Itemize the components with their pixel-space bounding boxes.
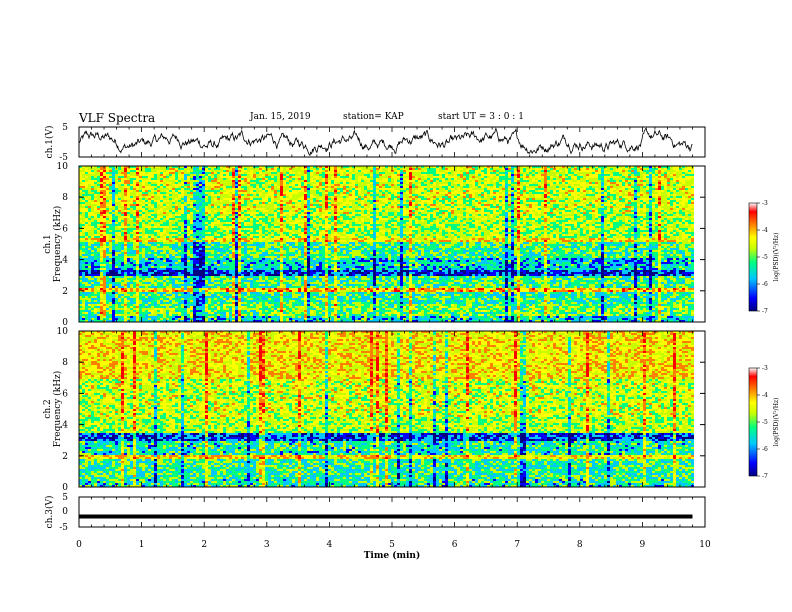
colorbar-tick-label: -5 (762, 419, 768, 426)
ch1-panel: 5 -5 ch.1(V) (44, 123, 705, 163)
freq-tick-label: 8 (62, 358, 68, 368)
header-start-time: start UT = 3 : 0 : 1 (438, 112, 524, 122)
colorbar-tick-label: -4 (762, 392, 768, 399)
freq-tick-label: 2 (62, 452, 68, 462)
ch3-ytick-top: 5 (62, 493, 68, 503)
time-tick-label: 3 (264, 540, 270, 550)
ch3-ylabel: ch.3(V) (44, 496, 55, 529)
freq-tick-label: 6 (62, 389, 68, 399)
ch3-ytick-mid: 0 (62, 507, 68, 517)
ch2-ylabel-freq: Frequency (kHz) (52, 371, 63, 448)
ch1-spectrogram-image (79, 166, 705, 322)
time-tick-label: 8 (577, 540, 583, 550)
figure-title: VLF Spectra (79, 111, 155, 125)
freq-tick-label: 4 (62, 256, 68, 266)
time-tick-label: 7 (514, 540, 520, 550)
time-tick-label: 5 (389, 540, 395, 550)
colorbar-tick-label: -6 (762, 446, 768, 453)
ch1-colorbar-label: log(PSD)(V²/Hz) (773, 233, 780, 282)
ch2-spectrogram-image (79, 331, 705, 487)
ch3-ytick-bottom: -5 (59, 523, 68, 533)
freq-tick-label: 6 (62, 224, 68, 234)
colorbar-tick-label: -5 (762, 254, 768, 261)
ch1-ylabel-ch: ch.1 (43, 234, 53, 253)
colorbar-tick-label: -3 (762, 200, 768, 207)
time-tick-label: 2 (201, 540, 207, 550)
freq-tick-label: 4 (62, 421, 68, 431)
colorbar-tick-label: -6 (762, 281, 768, 288)
ch3-panel: 5 0 -5 ch.3(V) (44, 493, 705, 533)
header-station: station= KAP (343, 112, 404, 122)
ch1-ylabel: ch.1(V) (44, 126, 55, 159)
colorbar-tick-label: -7 (762, 308, 768, 315)
freq-tick-label: 2 (62, 287, 68, 297)
time-tick-label: 4 (327, 540, 333, 550)
time-tick-label: 10 (699, 540, 711, 550)
ch2-ylabel-ch: ch.2 (43, 399, 53, 418)
colorbar-tick-label: -3 (762, 365, 768, 372)
freq-tick-label: 8 (62, 193, 68, 203)
ch2-colorbar (749, 368, 757, 476)
freq-tick-label: 0 (62, 483, 68, 493)
ch2-colorbar-label: log(PSD)(V²/Hz) (773, 398, 780, 447)
ch1-colorbar (749, 203, 757, 311)
x-axis-label: Time (min) (364, 550, 421, 561)
ch1-ylabel-freq: Frequency (kHz) (52, 206, 63, 283)
ch1-ytick-top: 5 (62, 123, 68, 133)
time-tick-label: 6 (452, 540, 458, 550)
colorbar-tick-label: -4 (762, 227, 768, 234)
time-tick-label: 0 (76, 540, 82, 550)
freq-tick-label: 10 (57, 162, 69, 172)
time-tick-label: 1 (139, 540, 145, 550)
header-date: Jan. 15, 2019 (250, 112, 311, 122)
time-tick-label: 9 (640, 540, 646, 550)
freq-tick-label: 10 (57, 327, 69, 337)
colorbar-tick-label: -7 (762, 473, 768, 480)
